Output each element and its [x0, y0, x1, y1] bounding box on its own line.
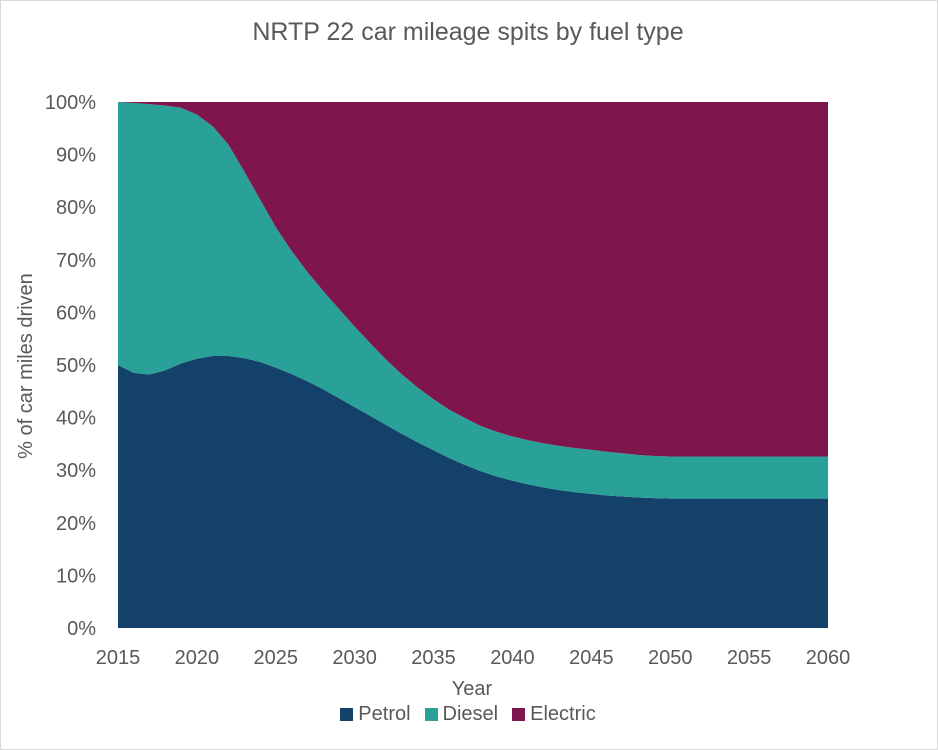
legend-swatch — [512, 708, 526, 721]
legend-swatch — [424, 708, 438, 721]
y-tick-label: 20% — [56, 513, 96, 535]
legend: Petrol Diesel Electric — [0, 703, 936, 726]
y-axis-title: % of car miles driven — [15, 273, 37, 459]
legend-swatch — [340, 708, 354, 721]
x-tick-label: 2035 — [411, 647, 456, 669]
y-tick-label: 40% — [56, 408, 96, 430]
y-tick-label: 90% — [56, 145, 96, 167]
legend-item-diesel: Diesel — [424, 703, 499, 726]
y-tick-label: 100% — [45, 92, 96, 114]
y-tick-label: 60% — [56, 302, 96, 324]
x-tick-label: 2025 — [254, 647, 299, 669]
x-axis-title: Year — [452, 678, 493, 700]
legend-label: Petrol — [358, 703, 411, 725]
x-tick-label: 2045 — [569, 647, 614, 669]
y-tick-label: 80% — [56, 197, 96, 219]
area-series-electric — [118, 102, 828, 457]
legend-item-petrol: Petrol — [340, 703, 411, 726]
x-tick-label: 2030 — [332, 647, 377, 669]
area-series-diesel — [118, 102, 828, 499]
x-tick-label: 2060 — [806, 647, 851, 669]
area-series-petrol — [118, 356, 828, 628]
x-tick-label: 2055 — [727, 647, 772, 669]
y-tick-label: 70% — [56, 250, 96, 272]
y-tick-label: 30% — [56, 460, 96, 482]
y-tick-label: 50% — [56, 355, 96, 377]
x-tick-label: 2050 — [648, 647, 693, 669]
x-tick-label: 2015 — [96, 647, 141, 669]
legend-label: Electric — [530, 703, 596, 725]
legend-item-electric: Electric — [512, 703, 596, 726]
chart-title: NRTP 22 car mileage spits by fuel type — [252, 18, 684, 46]
legend-label: Diesel — [442, 703, 499, 725]
chart-plot: 0% 10% 20% 30% 40% 50% 60% 70% 80% 90% 100% 2015 20… — [15, 92, 851, 700]
y-tick-label: 10% — [56, 565, 96, 587]
x-tick-label: 2020 — [175, 647, 220, 669]
y-tick-label: 0% — [67, 618, 96, 640]
x-tick-label: 2040 — [490, 647, 535, 669]
